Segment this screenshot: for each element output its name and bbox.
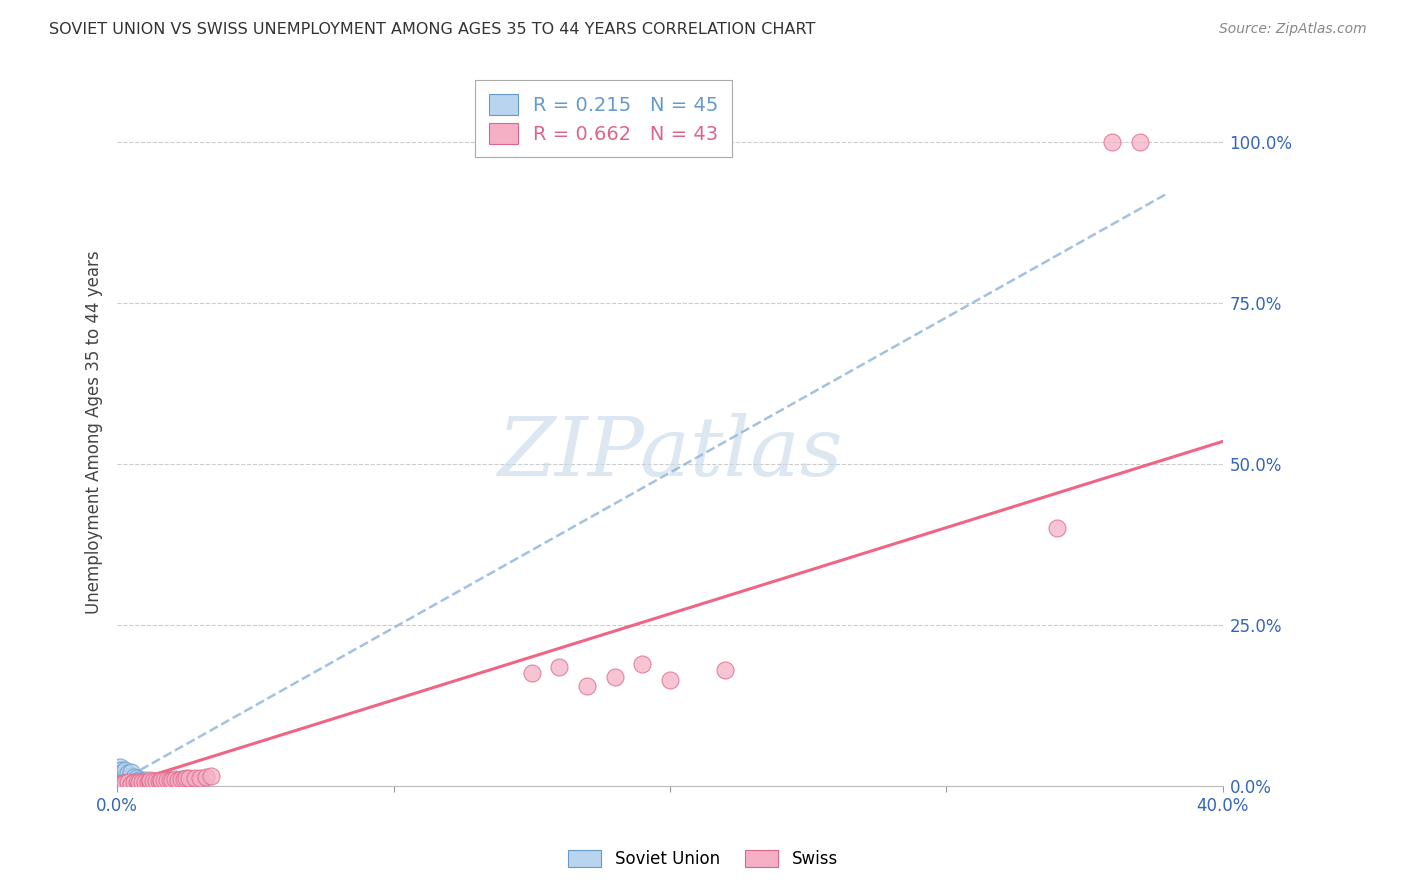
Point xyxy=(153,773,176,788)
Point xyxy=(108,769,131,783)
Point xyxy=(111,776,134,790)
Point xyxy=(117,775,139,789)
Point xyxy=(134,772,156,787)
Text: Source: ZipAtlas.com: Source: ZipAtlas.com xyxy=(1219,22,1367,37)
Point xyxy=(117,766,139,780)
Point xyxy=(134,774,156,789)
Point xyxy=(156,774,179,789)
Point xyxy=(136,774,159,789)
Point xyxy=(183,771,205,785)
Point xyxy=(139,773,162,788)
Point xyxy=(111,764,134,779)
Point xyxy=(108,776,131,790)
Point xyxy=(145,774,167,789)
Text: SOVIET UNION VS SWISS UNEMPLOYMENT AMONG AGES 35 TO 44 YEARS CORRELATION CHART: SOVIET UNION VS SWISS UNEMPLOYMENT AMONG… xyxy=(49,22,815,37)
Point xyxy=(114,763,136,777)
Point xyxy=(1101,135,1123,149)
Point xyxy=(170,772,193,786)
Point xyxy=(200,769,222,783)
Point xyxy=(134,776,156,790)
Point xyxy=(112,772,135,787)
Point xyxy=(150,774,173,789)
Point xyxy=(108,760,131,774)
Point xyxy=(117,772,139,786)
Point xyxy=(114,776,136,790)
Point xyxy=(150,774,173,789)
Point xyxy=(120,776,142,790)
Point xyxy=(148,775,170,789)
Point xyxy=(145,775,167,789)
Point xyxy=(183,774,205,789)
Point xyxy=(194,770,217,784)
Point xyxy=(139,775,162,789)
Point xyxy=(575,679,598,693)
Point xyxy=(136,776,159,790)
Point xyxy=(548,660,571,674)
Point xyxy=(114,769,136,783)
Point xyxy=(110,763,132,777)
Point xyxy=(167,772,190,787)
Point xyxy=(631,657,654,671)
Point xyxy=(142,774,165,789)
Point xyxy=(131,775,153,789)
Point xyxy=(131,775,153,789)
Point xyxy=(162,775,184,789)
Point xyxy=(177,774,200,789)
Point xyxy=(148,774,170,789)
Point xyxy=(111,776,134,790)
Point xyxy=(117,775,139,789)
Point xyxy=(658,673,681,687)
Legend: Soviet Union, Swiss: Soviet Union, Swiss xyxy=(561,843,845,875)
Point xyxy=(108,766,131,780)
Point xyxy=(139,774,162,789)
Point xyxy=(114,776,136,790)
Point xyxy=(188,771,211,785)
Point xyxy=(122,770,145,784)
Point xyxy=(1129,135,1152,149)
Point xyxy=(120,769,142,783)
Point xyxy=(128,776,150,790)
Point xyxy=(165,772,187,786)
Point xyxy=(120,776,142,790)
Point xyxy=(1046,521,1069,535)
Y-axis label: Unemployment Among Ages 35 to 44 years: Unemployment Among Ages 35 to 44 years xyxy=(86,250,103,614)
Point xyxy=(188,774,211,789)
Point xyxy=(125,774,148,789)
Point xyxy=(114,774,136,789)
Point xyxy=(714,663,737,677)
Point xyxy=(520,666,543,681)
Point xyxy=(110,774,132,789)
Point xyxy=(153,775,176,789)
Point xyxy=(177,772,200,786)
Point xyxy=(125,772,148,786)
Point xyxy=(159,772,181,787)
Text: ZIPatlas: ZIPatlas xyxy=(498,413,842,493)
Point xyxy=(142,776,165,790)
Point xyxy=(128,774,150,789)
Point xyxy=(603,670,626,684)
Point xyxy=(173,772,195,786)
Point xyxy=(128,776,150,790)
Point xyxy=(111,772,134,786)
Point xyxy=(122,775,145,789)
Point xyxy=(167,774,190,789)
Point xyxy=(128,772,150,787)
Point xyxy=(122,775,145,789)
Point xyxy=(125,776,148,790)
Point xyxy=(150,772,173,787)
Point xyxy=(156,773,179,788)
Point xyxy=(120,773,142,788)
Point xyxy=(107,772,129,787)
Point xyxy=(174,772,197,786)
Point xyxy=(162,772,184,787)
Point xyxy=(173,775,195,789)
Legend: R = 0.215   N = 45, R = 0.662   N = 43: R = 0.215 N = 45, R = 0.662 N = 43 xyxy=(475,80,733,158)
Point xyxy=(120,764,142,779)
Point xyxy=(108,776,131,790)
